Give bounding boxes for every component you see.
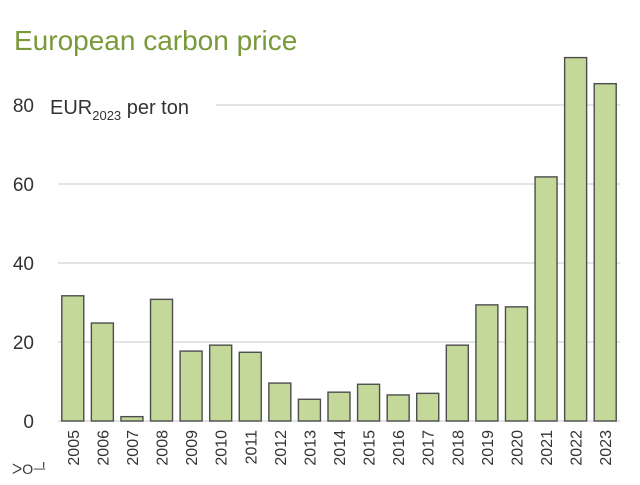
- bar-2021: [534, 176, 558, 422]
- x-tick-label: 2016: [391, 430, 408, 466]
- x-tick-label: 2013: [302, 430, 319, 466]
- bar-2005: [61, 295, 85, 422]
- x-tick-label: 2009: [184, 430, 201, 466]
- x-tick-label: 2015: [362, 430, 379, 466]
- x-tick-label: 2014: [332, 430, 349, 466]
- x-tick-label: 2017: [421, 430, 438, 466]
- x-axis-ticks: 2005 2006 2007 2008 2009 2010 2011 2012 2013 2014…: [66, 430, 615, 466]
- y-unit-subscript: 2023: [92, 108, 121, 123]
- x-tick-label: 2023: [598, 430, 615, 466]
- y-axis-ticks: 0 20 40 60 80: [13, 96, 34, 433]
- y-tick-label: 40: [13, 254, 34, 275]
- bar-2016: [386, 394, 410, 422]
- x-tick-label: 2018: [450, 430, 467, 466]
- bar-2014: [327, 391, 351, 422]
- logo: ᐳOᆜ: [12, 461, 46, 477]
- bar-2017: [416, 392, 440, 422]
- bar-2010: [208, 344, 233, 422]
- bar-2006: [90, 322, 115, 422]
- bar-2012: [268, 382, 292, 422]
- x-tick-label: 2006: [95, 430, 112, 466]
- bar-2009: [179, 350, 203, 422]
- x-tick-label: 2021: [539, 430, 556, 466]
- x-tick-label: 2019: [480, 430, 497, 466]
- bar-2020: [504, 306, 529, 422]
- bar-2019: [475, 304, 499, 422]
- x-tick-label: 2007: [125, 430, 142, 466]
- y-unit-suffix: per ton: [121, 97, 189, 119]
- bar-2018: [445, 344, 470, 422]
- x-tick-label: 2020: [509, 430, 526, 466]
- bar-2013: [297, 398, 322, 422]
- y-tick-label: 60: [13, 175, 34, 196]
- bar-2023: [593, 82, 617, 422]
- chart-title: European carbon price: [14, 25, 297, 56]
- bar-2008: [149, 298, 174, 422]
- bars: [61, 56, 617, 422]
- x-tick-label: 2012: [273, 430, 290, 466]
- y-unit-label: EUR2023 per ton: [50, 97, 189, 123]
- y-unit-prefix: EUR: [50, 97, 92, 119]
- y-tick-label: 0: [23, 412, 34, 433]
- bar-2022: [563, 56, 588, 422]
- x-tick-label: 2022: [569, 430, 586, 466]
- bar-2007: [120, 415, 144, 422]
- x-tick-label: 2010: [214, 430, 231, 466]
- x-tick-label: 2005: [66, 430, 83, 466]
- y-tick-label: 20: [13, 333, 34, 354]
- x-tick-label: 2011: [243, 430, 260, 465]
- bar-2011: [238, 351, 262, 422]
- bar-2015: [356, 383, 381, 422]
- x-tick-label: 2008: [155, 430, 172, 466]
- unit-label-background: [46, 90, 216, 124]
- y-tick-label: 80: [13, 96, 34, 117]
